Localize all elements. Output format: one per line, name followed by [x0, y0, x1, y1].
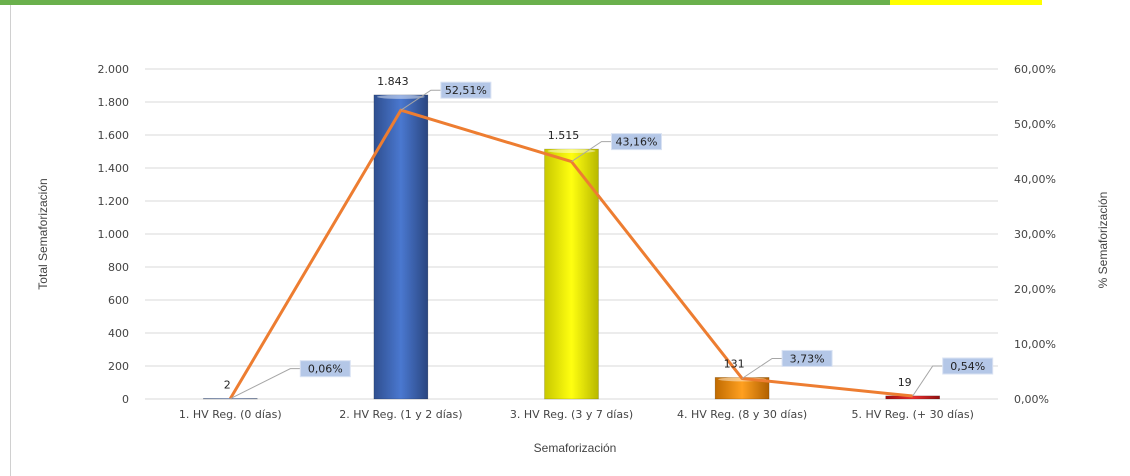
x-tick-label: 2. HV Reg. (1 y 2 días) [339, 408, 462, 421]
y2-axis-title: % Semaforización [1096, 192, 1110, 289]
percent-label: 0,06% [308, 363, 343, 376]
y2-tick-label: 40,00% [1014, 173, 1056, 186]
bar [544, 148, 599, 400]
callout-leader [741, 357, 783, 379]
y-tick-label: 400 [108, 327, 129, 340]
top-accent-bar-green [0, 0, 890, 5]
percent-label: 0,54% [950, 360, 985, 373]
callout-box [299, 360, 351, 378]
x-tick-label: 3. HV Reg. (3 y 7 días) [510, 408, 633, 421]
callout-box [942, 357, 994, 375]
bar-value-label: 2 [224, 379, 231, 392]
axes: 0 200 400 600 800 1.000 1.200 1.400 1.600 1.800 2.… [98, 63, 1056, 421]
callout-box [781, 349, 833, 367]
callout-box [611, 133, 662, 151]
y-tick-label: 2.000 [98, 63, 130, 76]
y2-tick-label: 20,00% [1014, 283, 1056, 296]
percent-label: 3,73% [790, 352, 825, 365]
callout-leader [230, 368, 301, 400]
percent-label: 43,16% [616, 136, 658, 149]
y-tick-label: 1.400 [98, 162, 130, 175]
y2-tick-label: 0,00% [1014, 393, 1049, 406]
bar-value-label: 1.515 [548, 129, 580, 142]
callout-leader [912, 365, 943, 397]
y2-tick-label: 10,00% [1014, 338, 1056, 351]
callout-box [440, 81, 492, 99]
callout-leader [400, 89, 441, 111]
bar-series [203, 94, 941, 400]
bar-highlight [547, 149, 596, 154]
callout-leader [571, 141, 612, 163]
y-tick-label: 1.600 [98, 129, 130, 142]
y2-tick-label: 50,00% [1014, 118, 1056, 131]
x-tick-label: 1. HV Reg. (0 días) [179, 408, 282, 421]
x-tick-label: 5. HV Reg. (+ 30 días) [851, 408, 973, 421]
bar-value-label: 1.843 [377, 75, 409, 88]
y2-tick-label: 30,00% [1014, 228, 1056, 241]
bar-highlight [376, 94, 425, 99]
bar-value-label: 131 [724, 357, 745, 370]
chart-frame [10, 5, 1130, 476]
percent-label: 52,51% [445, 84, 487, 97]
y2-tick-label: 60,00% [1014, 63, 1056, 76]
bar [885, 395, 941, 400]
top-accent-bar-yellow [890, 0, 1042, 5]
bar [373, 94, 429, 400]
data-labels: 2 1.843 1.515 131 19 0,06% 52,51% 43,16% 3,73% 0,… [224, 75, 994, 400]
y-tick-label: 600 [108, 294, 129, 307]
y-tick-label: 1.800 [98, 96, 130, 109]
x-axis-title: Semaforización [534, 441, 617, 455]
y-tick-label: 200 [108, 360, 129, 373]
y-tick-label: 1.200 [98, 195, 130, 208]
y-axis-title: Total Semaforización [36, 178, 50, 289]
bar-value-label: 19 [898, 376, 912, 389]
y-tick-label: 800 [108, 261, 129, 274]
y-tick-label: 0 [122, 393, 129, 406]
y-tick-label: 1.000 [98, 228, 130, 241]
x-tick-label: 4. HV Reg. (8 y 30 días) [677, 408, 807, 421]
